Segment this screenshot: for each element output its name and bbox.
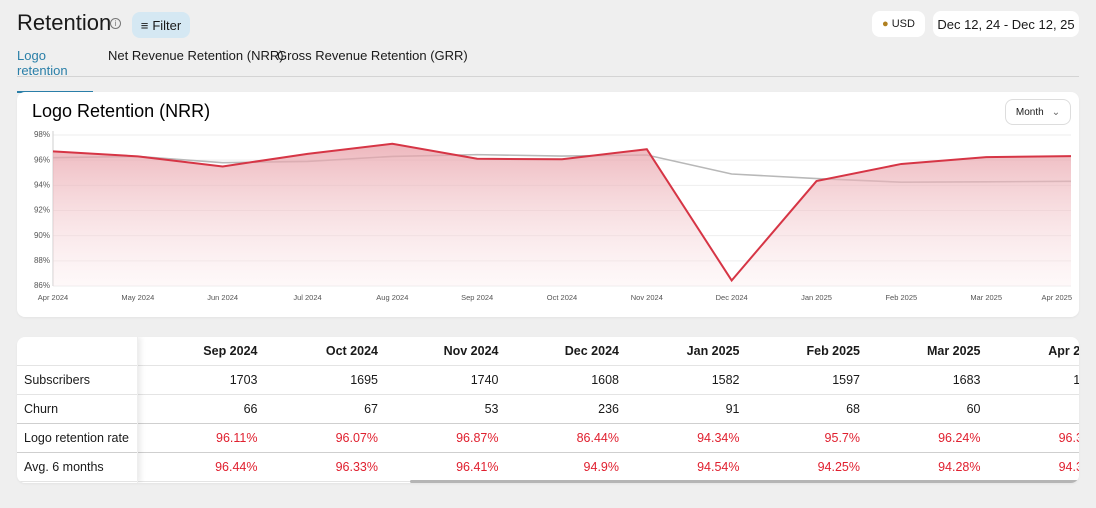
table-cell: 94.28% <box>938 459 981 474</box>
filter-button[interactable]: ≡ Filter <box>132 12 190 38</box>
column-header: Oct 2024 <box>325 344 378 358</box>
filter-icon: ≡ <box>140 17 149 33</box>
table-cell: 66 <box>243 401 258 416</box>
table-cell: 86.44% <box>576 430 619 445</box>
row-label: Churn <box>24 401 59 416</box>
y-tick-label: 92% <box>34 206 50 215</box>
chevron: ⌄ <box>1051 106 1061 118</box>
period-label: Month <box>1015 106 1044 118</box>
table-cell: 1695 <box>350 372 378 387</box>
y-tick-label: 98% <box>34 130 50 139</box>
filter-label: Filter <box>152 17 182 33</box>
period-select[interactable]: Month ⌄ <box>1005 99 1071 125</box>
table-cell: 1597 <box>832 372 860 387</box>
date-range-button[interactable]: Dec 12, 24 - Dec 12, 25 <box>933 11 1079 37</box>
table-cell: 94.32% <box>1058 459 1079 474</box>
table-cell: 95.7% <box>824 430 860 445</box>
table-cell: 1608 <box>591 372 619 387</box>
x-tick-label: Jun 2024 <box>207 293 238 302</box>
table-cell: 1703 <box>229 372 258 387</box>
currency-label: USD <box>891 18 915 30</box>
table-row: Avg. 6 months 96.44% 96.33% 96.41% 94.9% 94.5… <box>17 452 1079 482</box>
chart-card: Logo Retention (NRR) 86% 88% 90% 92% 94% 96% 9… <box>17 92 1079 317</box>
currency-button[interactable]: ● USD <box>872 11 925 37</box>
table-cell: 91 <box>725 401 740 416</box>
area <box>53 143 1071 286</box>
money-icon: ● <box>882 18 889 30</box>
table-cell: 1740 <box>470 372 499 387</box>
tab-divider <box>17 76 1079 77</box>
column-header: Sep 2024 <box>203 344 258 358</box>
info-icon[interactable]: i <box>110 18 121 29</box>
x-tick-label: Feb 2025 <box>885 293 917 302</box>
y-tick-label: 94% <box>34 180 50 189</box>
x-tick-label: Oct 2024 <box>547 293 577 302</box>
table-cell: 236 <box>598 401 619 416</box>
x-tick-label: Dec 2024 <box>716 293 748 302</box>
column-header: Jan 2025 <box>686 344 740 358</box>
tab[interactable]: Net Revenue Retention (NRR) <box>108 48 284 63</box>
header-row: Sep 2024 Oct 2024 Nov 2024 Dec 2024 Jan 2025… <box>17 337 1079 366</box>
table-cell: 1683 <box>952 372 981 387</box>
table-cell: 96.07% <box>335 430 378 445</box>
table-cell: 96.11% <box>216 430 258 445</box>
table-cell: 62 <box>981 402 1080 416</box>
x-tick-label: Mar 2025 <box>970 293 1002 302</box>
column-header: Apr 2025 <box>1048 344 1079 358</box>
x-tick-label: Jul 2024 <box>293 293 321 302</box>
y-tick-label: 96% <box>34 155 50 164</box>
table-cell: 68 <box>846 401 860 416</box>
table-row: Logo retention rate 96.11% 96.07% 96.87% 86.… <box>17 423 1079 453</box>
table-cell: 1738 <box>1073 372 1079 387</box>
row-label: Avg. 6 months <box>24 459 104 474</box>
table-cell: 96.41% <box>456 459 499 474</box>
label-column-shadow <box>17 337 138 483</box>
data-table: Sep 2024 Oct 2024 Nov 2024 Dec 2024 Jan 2025… <box>17 337 1079 483</box>
table-cell: 96.87% <box>456 430 499 445</box>
table-row: Churn 66 67 53 236 91 68 6062 <box>17 394 1079 424</box>
table-cell: 1582 <box>711 372 740 387</box>
y-tick-label: 88% <box>34 256 50 265</box>
table-cell: 60 <box>966 401 981 416</box>
y-tick-label: 90% <box>34 231 50 240</box>
row-label: Logo retention rate <box>24 430 129 445</box>
table-cell: 94.34% <box>697 430 740 445</box>
tab[interactable]: Gross Revenue Retention (GRR) <box>277 48 468 63</box>
x-tick-label: May 2024 <box>121 293 154 302</box>
table-cell: 96.33% <box>335 459 378 474</box>
table-cell: 53 <box>484 401 499 416</box>
column-header: Feb 2025 <box>806 344 860 358</box>
chart-title: Logo Retention (NRR) <box>32 101 210 121</box>
table-cell: 96.24% <box>938 430 981 445</box>
x-tick-label: Nov 2024 <box>631 293 663 302</box>
table-cell: 94.54% <box>697 459 740 474</box>
x-tick-label: Jan 2025 <box>801 293 832 302</box>
row-label: Subscribers <box>24 372 90 387</box>
table-cell: 94.25% <box>817 459 860 474</box>
x-tick-label: Sep 2024 <box>461 293 493 302</box>
table-cell: 96.44% <box>215 459 258 474</box>
page-title: Retention <box>17 10 112 35</box>
table-cell: 67 <box>364 401 378 416</box>
line <box>52 142 1072 283</box>
chart: Logo Retention (NRR) 86% 88% 90% 92% 94% 96% 9… <box>32 101 1072 302</box>
column-header: Mar 2025 <box>926 344 981 358</box>
scrollbar[interactable] <box>410 480 1079 483</box>
x-tick-label: Apr 2024 <box>38 293 68 302</box>
table-row: Subscribers 1703 1695 1740 1608 1582 1597 1683 1… <box>17 365 1079 395</box>
column-header: Nov 2024 <box>443 344 499 358</box>
table-cell: 94.9% <box>583 459 619 474</box>
x-tick-label: Apr 2025 <box>1042 293 1072 302</box>
table-cell: 96.32% <box>1058 430 1079 445</box>
x-tick-label: Aug 2024 <box>376 293 408 302</box>
y-tick-label: 86% <box>34 281 50 290</box>
tab[interactable]: Logo retention <box>17 48 93 93</box>
column-header: Dec 2024 <box>564 344 619 358</box>
